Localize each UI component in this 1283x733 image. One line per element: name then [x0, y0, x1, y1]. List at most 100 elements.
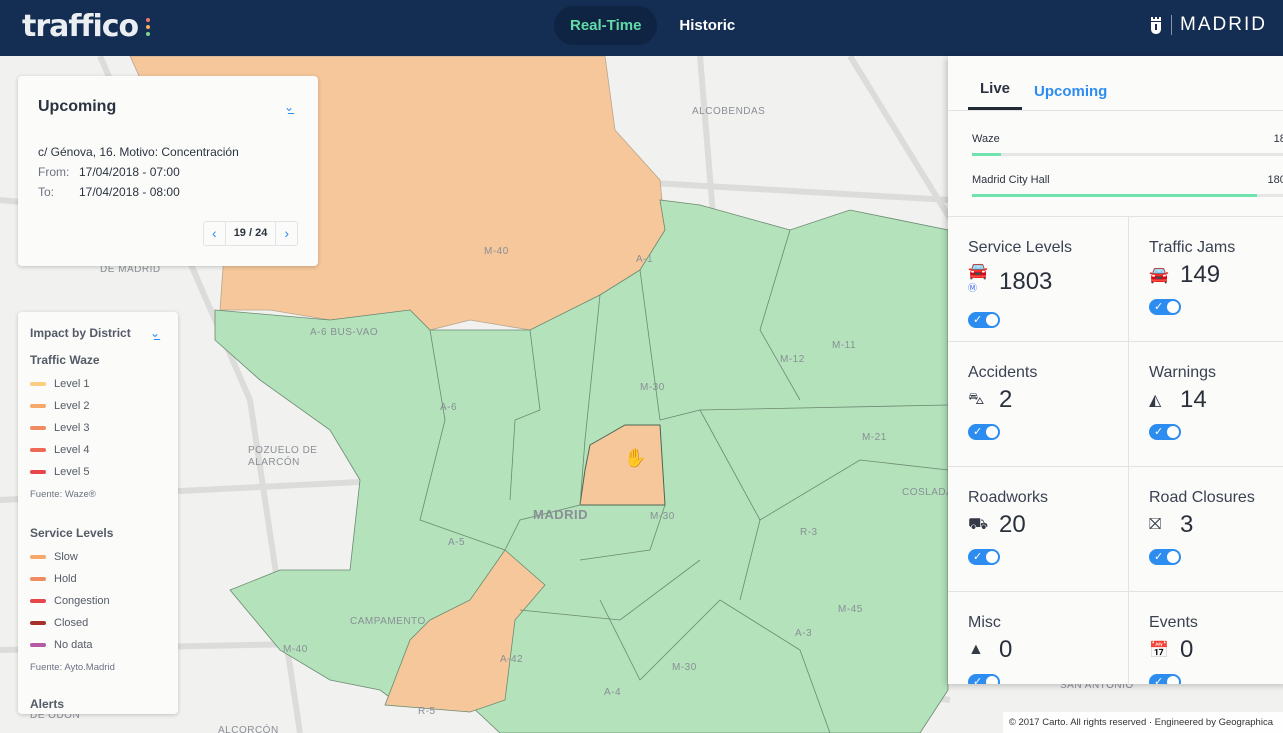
legend-item: Slow [30, 546, 166, 568]
traffico-logo: traffico [22, 9, 139, 44]
legend-item: Level 3 [30, 417, 166, 439]
collapse-chevron-icon[interactable]: ⌄̲ [149, 326, 160, 340]
stat-misc: Misc ▲ 0 [948, 592, 1129, 684]
stats-panel: Live Upcoming Waze188 Madrid City Hall18… [948, 56, 1283, 684]
legend-item: Level 1 [30, 373, 166, 395]
prev-button[interactable]: ‹ [212, 225, 217, 241]
to-label: To: [38, 185, 55, 199]
legend-item: Closed [30, 612, 166, 634]
event-description: c/ Génova, 16. Motivo: Concentración [38, 145, 239, 159]
map-label: SAN ANTONIO [1060, 680, 1134, 691]
page-indicator: 19 / 24 [224, 222, 277, 245]
toggle-warnings[interactable] [1149, 424, 1181, 440]
toggle-accidents[interactable] [968, 424, 1000, 440]
hand-cursor-icon: ✋ [624, 447, 646, 468]
district-south-orange[interactable] [384, 549, 546, 713]
legend-item: Level 2 [30, 395, 166, 417]
legend-source: Fuente: Ayto.Madrid [30, 662, 115, 673]
legend-card: Impact by District ⌄̲ Traffic Waze Level… [18, 312, 178, 714]
stat-roadworks: Roadworks ⛟ 20 [948, 467, 1129, 592]
toggle-misc[interactable] [968, 674, 1000, 684]
map-label: M-30 [672, 662, 697, 673]
legend-section-title: Service Levels [30, 526, 114, 540]
map-label: M-21 [862, 432, 887, 443]
progress-bar [972, 153, 1283, 156]
map-label: M-30 [650, 511, 675, 522]
legend-section-title: Alerts [30, 697, 65, 711]
map-label: M-45 [838, 604, 863, 615]
toggle-roadworks[interactable] [968, 549, 1000, 565]
stat-traffic-jams: Traffic Jams 🚘 149 [1129, 217, 1283, 342]
map-label: A-5 [448, 537, 465, 548]
map-label: ALCOBENDAS [692, 106, 765, 117]
calendar-icon: 📅 [1149, 642, 1169, 659]
stat-accidents: Accidents ⛍ 2 [948, 342, 1129, 467]
logo-dots [146, 18, 150, 36]
toggle-service-levels[interactable] [968, 312, 1000, 329]
traffic-jam-icon: 🚘 [1149, 267, 1169, 284]
roadworks-icon: ⛟ [968, 516, 989, 533]
legend-item: Hold [30, 568, 166, 590]
next-button[interactable]: › [284, 225, 289, 241]
toggle-road-closures[interactable] [1149, 549, 1181, 565]
map-label: CAMPAMENTO [350, 616, 426, 627]
tab-upcoming[interactable]: Upcoming [1034, 83, 1108, 100]
map-label: M-40 [283, 644, 308, 655]
stat-road-closures: Road Closures ⛝ 3 [1129, 467, 1283, 592]
to-value: 17/04/2018 - 08:00 [79, 185, 180, 199]
accident-icon: ⛍ [968, 391, 985, 408]
madrid-city-logo: MADRID [1149, 14, 1267, 36]
progress-bar [972, 194, 1283, 197]
map-label: M-30 [640, 382, 665, 393]
map-label: MADRID [533, 507, 588, 522]
map-label: DE MADRID [100, 264, 161, 275]
map-label: COSLADA [902, 487, 953, 498]
stat-service-levels: Service Levels 🚘Ⓜ 1803 [948, 217, 1129, 342]
map-label: M-40 [484, 246, 509, 257]
collapse-chevron-icon[interactable]: ⌄̲ [283, 100, 294, 114]
map-label: POZUELO DE [248, 445, 317, 456]
map-label: A-1 [636, 254, 653, 265]
stat-warnings: Warnings ◭ 14 [1129, 342, 1283, 467]
service-levels-icon: 🚘Ⓜ [968, 263, 988, 293]
map-label: A-6 [440, 402, 457, 413]
warning-icon: ◭ [1149, 392, 1162, 409]
city-name: MADRID [1180, 14, 1267, 35]
legend-title: Impact by District [30, 326, 131, 340]
source-madrid-city-hall: Madrid City Hall1803 [948, 174, 1283, 197]
map-attribution: © 2017 Carto. All rights reserved · Engi… [1002, 712, 1283, 733]
map-label: A-6 BUS-VAO [310, 327, 378, 338]
stat-events: Events 📅 0 [1129, 592, 1283, 684]
map-label: ALCORCÓN [218, 723, 279, 733]
legend-item: Level 5 [30, 461, 166, 483]
source-waze: Waze188 [948, 133, 1283, 156]
madrid-crest-icon [1151, 17, 1162, 34]
upcoming-card: Upcoming ⌄̲ c/ Génova, 16. Motivo: Conce… [18, 76, 318, 266]
legend-source: Fuente: Waze® [30, 489, 96, 500]
cone-icon: ▲ [968, 641, 984, 658]
tab-live[interactable]: Live [968, 80, 1023, 110]
map-label: A-3 [795, 628, 812, 639]
upcoming-title: Upcoming [38, 98, 117, 115]
from-label: From: [38, 165, 70, 179]
legend-item: No data [30, 634, 166, 656]
legend-item: Congestion [30, 590, 166, 612]
from-value: 17/04/2018 - 07:00 [79, 165, 180, 179]
toggle-traffic-jams[interactable] [1149, 299, 1181, 315]
map-label: A-4 [604, 687, 621, 698]
map-label: R-5 [418, 706, 436, 717]
pager: ‹ 19 / 24 › [203, 221, 298, 246]
map-label: M-12 [780, 354, 805, 365]
map-label: R-3 [800, 527, 818, 538]
district-green-area[interactable] [214, 199, 949, 733]
map-label: A-42 [500, 654, 523, 665]
toggle-events[interactable] [1149, 674, 1181, 684]
top-bar: traffico Real-Time Historic MADRID [0, 0, 1283, 56]
legend-section-title: Traffic Waze [30, 353, 100, 367]
tab-historic[interactable]: Historic [679, 17, 736, 34]
road-closure-icon: ⛝ [1149, 516, 1162, 533]
tab-real-time[interactable]: Real-Time [554, 6, 658, 45]
map-label: M-11 [832, 340, 856, 351]
map-label: ALARCÓN [248, 455, 300, 468]
legend-item: Level 4 [30, 439, 166, 461]
